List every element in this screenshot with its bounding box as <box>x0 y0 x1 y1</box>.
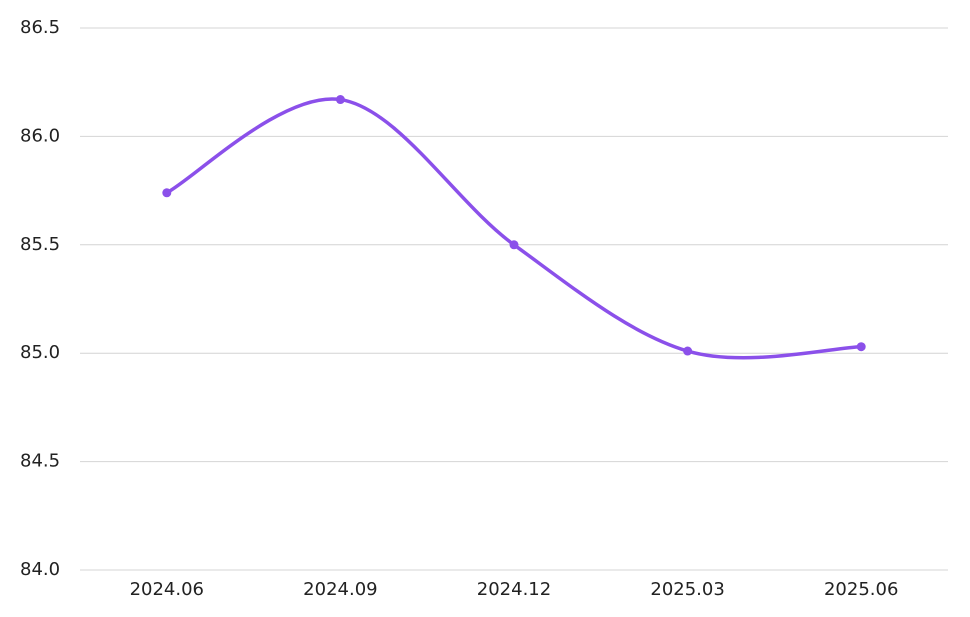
point <box>856 342 866 352</box>
y-tick-label: 85.0 <box>20 342 60 363</box>
y-tick-label: 84.5 <box>20 451 60 472</box>
point <box>335 95 345 105</box>
x-tick-label: 2024.12 <box>477 579 551 600</box>
point <box>509 240 519 250</box>
point <box>683 346 693 356</box>
y-tick-label: 86.5 <box>20 17 60 38</box>
x-tick-label: 2025.03 <box>650 579 724 600</box>
y-tick-label: 85.5 <box>20 234 60 255</box>
y-tick-label: 86.0 <box>20 125 60 146</box>
point <box>162 188 172 198</box>
x-tick-label: 2024.06 <box>130 579 204 600</box>
line <box>165 97 862 360</box>
y-tick-label: 84.0 <box>20 559 60 580</box>
x-tick-label: 2024.09 <box>303 579 377 600</box>
x-tick-label: 2025.06 <box>824 579 898 600</box>
